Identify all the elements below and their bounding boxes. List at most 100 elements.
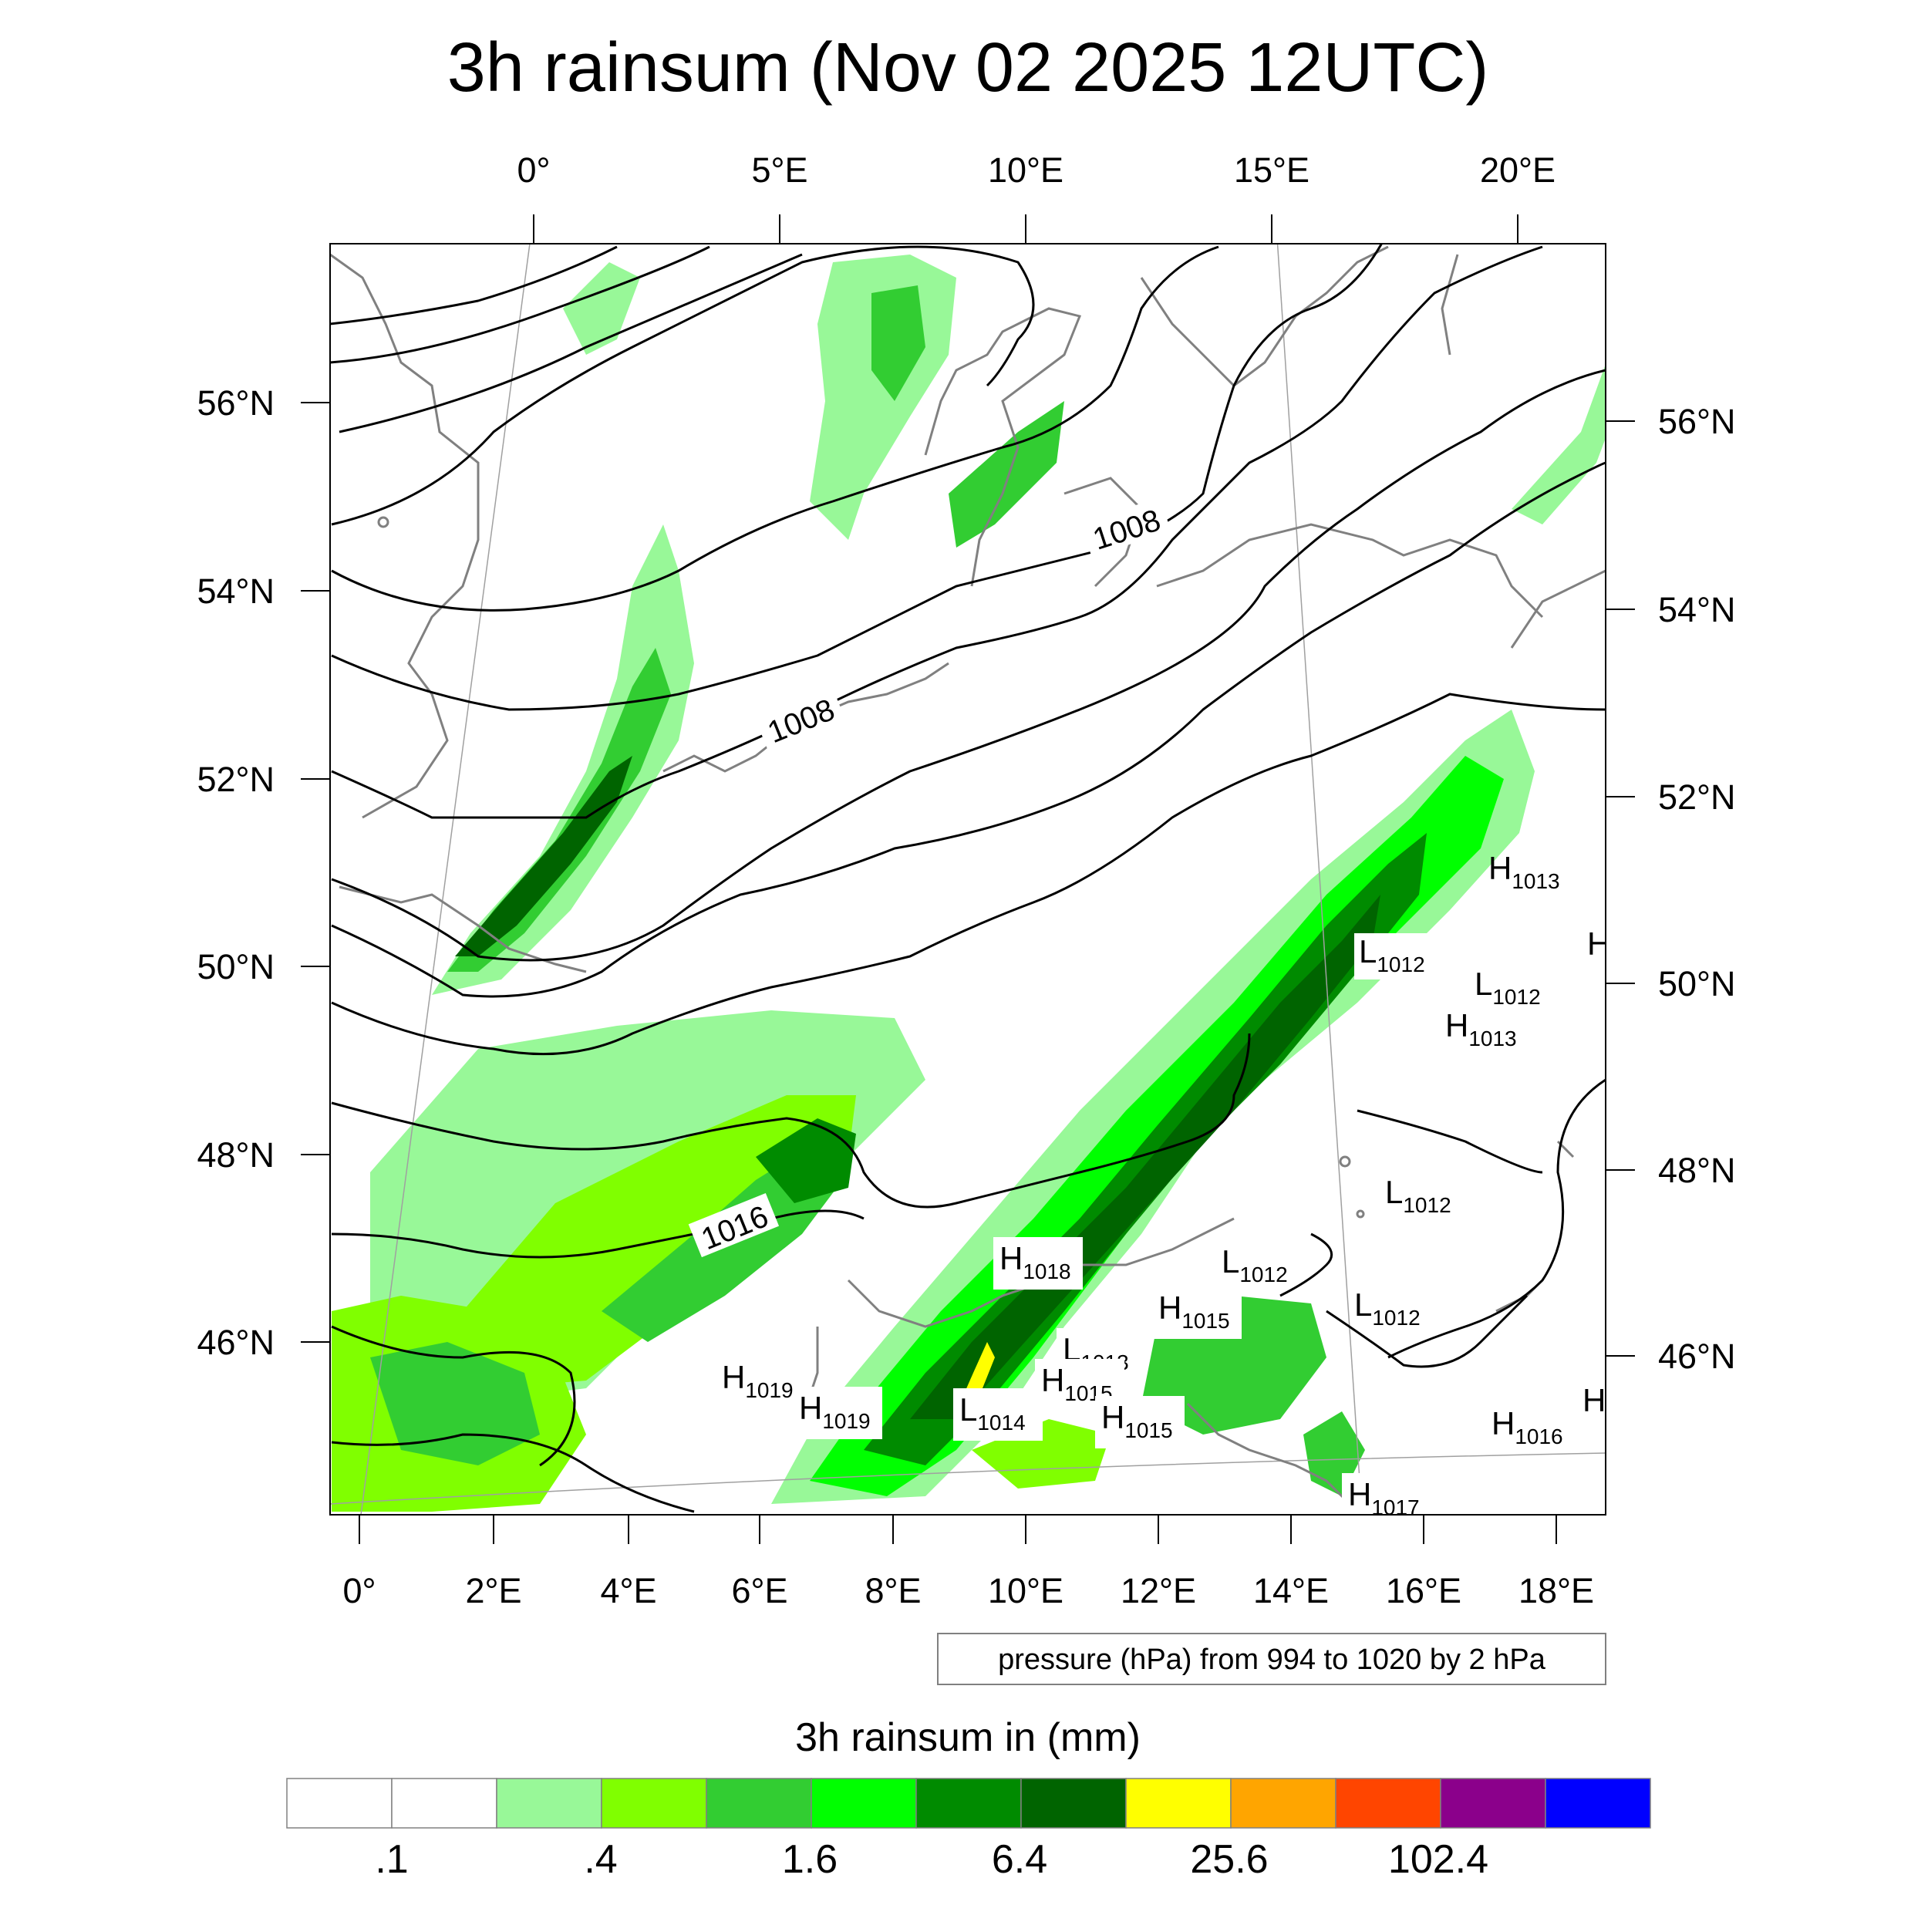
rain-band-northwest-mid [447,648,671,972]
colorbar: 3h rainsum in (mm) .1 .4 1.6 6.4 25.6 10… [286,1715,1651,1882]
pressure-center: L1012 [1354,1286,1421,1330]
pressure-center: H1015 [1035,1359,1124,1411]
contour-info-box: pressure (hPa) from 994 to 1020 by 2 hPa [937,1633,1606,1685]
svg-text:H: H [1587,926,1610,962]
svg-text:H1013: H1013 [1488,850,1560,893]
right-lat-label: 50°N [1658,964,1736,1003]
top-lon-label: 0° [517,150,550,190]
bottom-lon-label: 14°E [1253,1571,1329,1610]
colorbar-box [1440,1778,1546,1829]
left-lat-label: 52°N [197,760,275,799]
pressure-center: L1014 [953,1388,1043,1441]
bottom-lon-label: 10°E [988,1571,1063,1610]
bottom-longitude-axis: 0° 2°E 4°E 6°E 8°E 10°E 12°E 14°E 16°E 1… [342,1515,1594,1610]
svg-text:H1015: H1015 [1158,1290,1230,1333]
svg-text:L1012: L1012 [1385,1174,1451,1217]
top-lon-label: 15°E [1234,150,1309,190]
colorbar-label: .1 [375,1837,408,1882]
colorbar-labels: .1 .4 1.6 6.4 25.6 102.4 [375,1837,1488,1882]
colorbar-label: 102.4 [1388,1837,1488,1882]
rain-southwest-alps-mid [370,1342,540,1465]
bottom-lon-label: 16°E [1386,1571,1461,1610]
left-latitude-axis: 56°N 54°N 52°N 50°N 48°N 46°N [197,383,330,1362]
pressure-center: H [1583,1382,1606,1418]
top-lon-label: 5°E [751,150,807,190]
pressure-center: H1015 [1095,1396,1185,1448]
rain-black-forest-cell [756,1118,856,1203]
colorbar-box [1335,1778,1441,1829]
bottom-lon-label: 12°E [1121,1571,1196,1610]
contour-info-text: pressure (hPa) from 994 to 1020 by 2 hPa [998,1644,1546,1676]
figure-title: 3h rainsum (Nov 02 2025 12UTC) [447,29,1489,106]
colorbar-label: .4 [584,1837,617,1882]
pressure-center: H [1587,926,1610,962]
pressure-centers: H1013 L1012 H L1012 H1013 L1012 [716,850,1610,1519]
rain-baltic-east [1512,364,1606,524]
colorbar-boxes [286,1778,1651,1829]
rain-band-denmark-mid [871,285,925,401]
colorbar-box [915,1778,1022,1829]
rain-band-northwest-light [432,524,694,995]
svg-text:H1013: H1013 [1445,1007,1517,1050]
svg-text:L1012: L1012 [1359,933,1425,976]
pressure-center: L1012 [1475,966,1541,1009]
colorbar-box [1020,1778,1127,1829]
map-panel: 1008 1008 1016 H1013 L1012 [329,243,1610,1519]
pressure-center: L1012 [1222,1243,1288,1286]
pressure-center: H1019 [716,1356,805,1408]
pressure-center: H1016 [1492,1405,1563,1448]
bottom-lon-label: 4°E [600,1571,656,1610]
rain-band-main-green [864,833,1427,1465]
svg-text:H1016: H1016 [1492,1405,1563,1448]
svg-text:H: H [1583,1382,1606,1418]
right-lat-label: 46°N [1658,1337,1736,1376]
top-longitude-axis: 0° 5°E 10°E 15°E 20°E [517,150,1556,244]
pressure-center: L1012 [1385,1174,1451,1217]
colorbar-box [391,1778,497,1829]
left-lat-label: 50°N [197,947,275,986]
colorbar-box [496,1778,602,1829]
map-frame [329,243,1606,1516]
colorbar-box [601,1778,707,1829]
svg-text:L1012: L1012 [1475,966,1541,1009]
svg-text:L1014: L1014 [959,1391,1026,1435]
colorbar-title: 3h rainsum in (mm) [795,1715,1141,1760]
pressure-center: L1012 [1354,933,1433,979]
colorbar-label: 1.6 [782,1837,838,1882]
bottom-lon-label: 0° [342,1571,376,1610]
right-lat-label: 52°N [1658,777,1736,817]
graticule [330,244,1606,1515]
colorbar-box [706,1778,812,1829]
left-lat-label: 56°N [197,383,275,423]
right-lat-label: 48°N [1658,1151,1736,1190]
pressure-center: H1015 [1152,1286,1242,1339]
right-latitude-axis: 56°N 54°N 52°N 50°N 48°N 46°N [1606,402,1736,1376]
colorbar-box [1125,1778,1232,1829]
svg-text:H1015: H1015 [1101,1399,1173,1442]
svg-text:H1017: H1017 [1348,1476,1420,1519]
pressure-center: H1019 [793,1387,882,1439]
rain-band-northwest-dark [455,756,632,956]
right-lat-label: 54°N [1658,590,1736,629]
colorbar-label: 6.4 [992,1837,1047,1882]
bottom-lon-label: 2°E [465,1571,521,1610]
left-lat-label: 54°N [197,572,275,611]
isobars [330,244,1606,1513]
colorbar-box [1545,1778,1651,1829]
colorbar-box [1230,1778,1336,1829]
svg-text:H1019: H1019 [722,1359,794,1402]
svg-text:L1012: L1012 [1222,1243,1288,1286]
colorbar-box [286,1778,393,1829]
pressure-center: H1018 [993,1237,1083,1290]
left-lat-label: 46°N [197,1323,275,1362]
svg-text:L1012: L1012 [1354,1286,1421,1330]
pressure-center: H1017 [1342,1473,1431,1519]
svg-text:H1019: H1019 [799,1390,871,1433]
colorbar-box [811,1778,917,1829]
bottom-lon-label: 8°E [865,1571,921,1610]
pressure-center: H1013 [1488,850,1560,893]
top-lon-label: 10°E [988,150,1063,190]
left-lat-label: 48°N [197,1135,275,1175]
